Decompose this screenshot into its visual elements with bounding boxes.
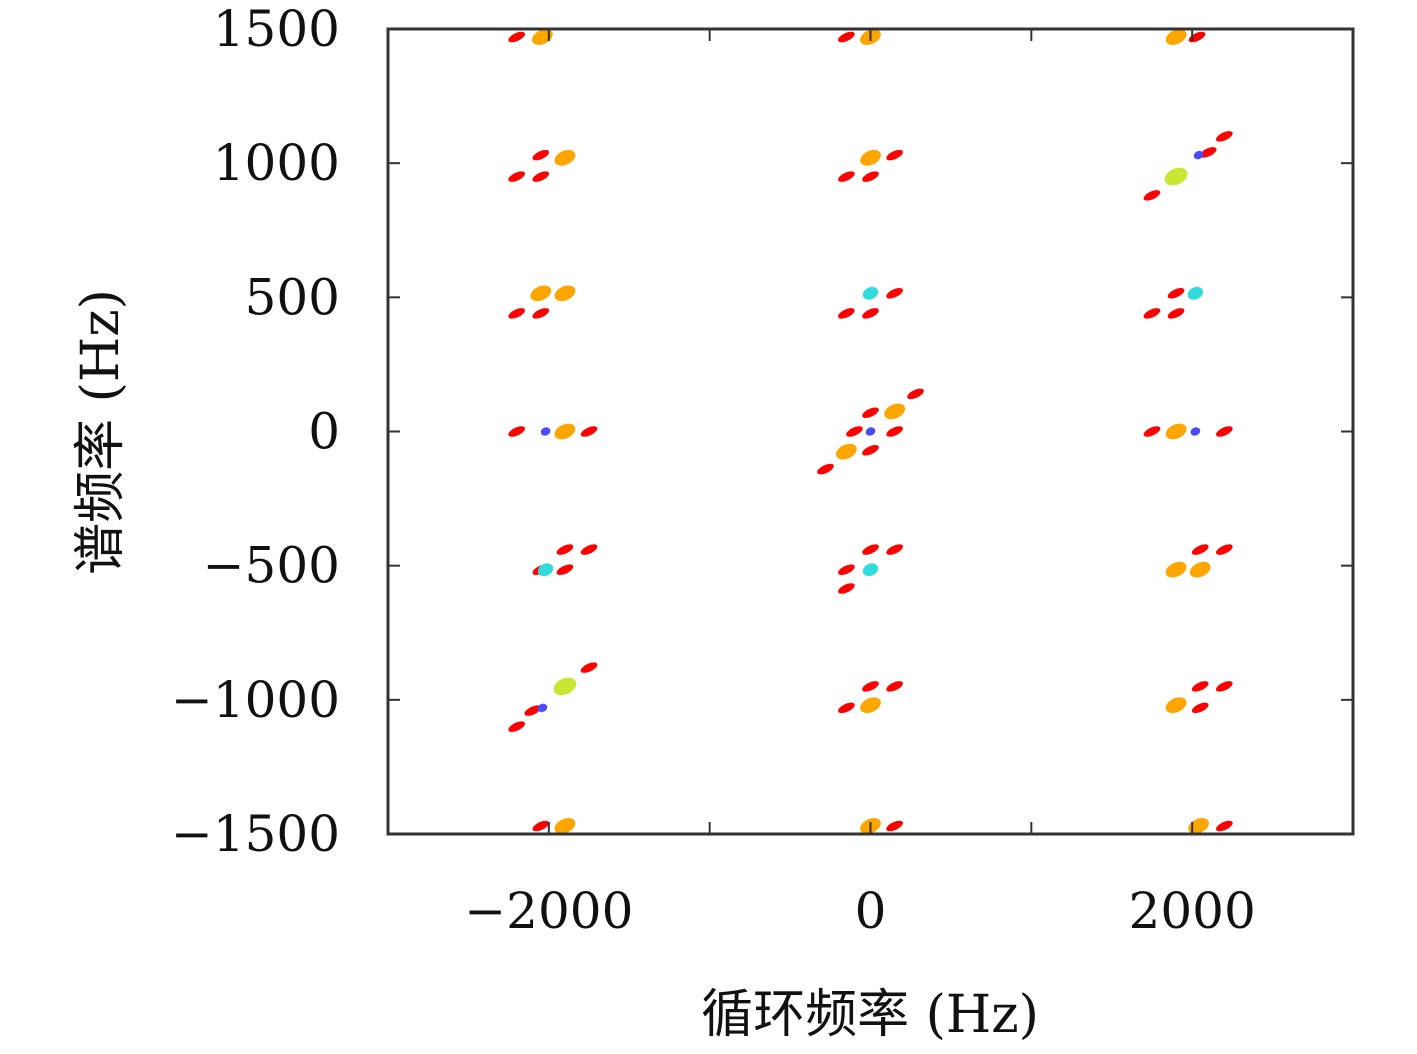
y-axis-title: 谱频率 (Hz) <box>71 289 131 575</box>
contour-point-red <box>508 721 525 732</box>
contour-point-orange <box>530 285 552 302</box>
y-tick-label: 1500 <box>213 0 340 58</box>
y-tick-label: 0 <box>308 403 340 461</box>
contour-point-red <box>862 171 879 182</box>
y-tick-label: −1500 <box>171 805 340 863</box>
contour-point-red <box>1199 147 1217 158</box>
contour-point-orange <box>1188 818 1209 834</box>
contour-point-red <box>1191 681 1209 692</box>
contour-point-red <box>886 288 903 299</box>
x-tick-label: 2000 <box>1129 882 1256 940</box>
contour-point-red <box>862 544 879 555</box>
contour-point-red <box>524 705 542 716</box>
contour-point-cyan <box>1187 286 1204 300</box>
contour-point-red <box>907 388 924 400</box>
contour-point-red <box>1191 702 1209 714</box>
contour-point-red <box>886 681 903 692</box>
contour-point-red <box>838 171 855 182</box>
contour-point-red <box>580 544 598 555</box>
y-tick-label: −500 <box>203 537 340 595</box>
contour-point-red <box>532 820 550 832</box>
contour-point-orange <box>1165 29 1187 45</box>
contour-point-orange <box>860 149 881 166</box>
contour-point-orange <box>532 29 553 45</box>
contour-point-red <box>862 681 879 692</box>
contour-point-red <box>532 308 550 319</box>
contour-point-blue <box>1193 150 1204 160</box>
contour-point-orange <box>884 403 906 420</box>
contour-point-red <box>862 445 879 456</box>
contour-point-orange <box>554 285 576 302</box>
tick-labels: −2000 0 2000 1500 1000 500 0 −500 −1000 −1500 <box>171 0 1256 940</box>
contour-point-red <box>1143 426 1161 437</box>
contour-point-red <box>817 463 834 475</box>
contour-point-red <box>1216 544 1233 555</box>
contour-point-red <box>862 308 879 319</box>
contour-point-orange <box>1165 423 1187 440</box>
y-tick-label: 1000 <box>213 134 340 192</box>
contour-point-orange <box>1165 561 1187 578</box>
contour-point-red <box>1216 820 1233 832</box>
contour-point-cyan <box>862 563 879 577</box>
contour-point-red <box>838 564 855 575</box>
contour-point-red <box>1167 288 1185 299</box>
contour-point-red <box>508 308 525 319</box>
contour-point-orange <box>835 443 857 460</box>
contour-point-red <box>886 544 903 555</box>
contour-point-red <box>532 171 550 182</box>
contour-point-yellow_green <box>553 677 577 696</box>
y-tick-label: 500 <box>245 268 340 326</box>
contour-point-red <box>1143 308 1161 319</box>
contour-point-orange <box>1165 697 1187 714</box>
contour-point-red <box>846 426 863 437</box>
contour-point-red <box>508 426 525 437</box>
contour-point-red <box>556 544 574 555</box>
contour-point-orange <box>554 149 576 166</box>
contour-point-red <box>838 702 855 714</box>
contour-point-orange <box>554 423 576 440</box>
contour-point-cyan <box>862 286 879 300</box>
x-tick-label: 0 <box>855 882 887 940</box>
contour-point-red <box>838 308 855 319</box>
contour-point-orange <box>1189 561 1211 578</box>
contour-point-red <box>580 426 598 437</box>
contour-point-red <box>886 149 903 161</box>
contour-point-red <box>580 662 598 673</box>
contour-point-red <box>532 149 550 161</box>
contour-point-red <box>1216 131 1233 142</box>
contour-point-red <box>1188 31 1206 43</box>
contour-point-red <box>508 171 525 182</box>
contour-point-red <box>838 583 855 594</box>
contour-point-red <box>886 820 903 832</box>
x-tick-label: −2000 <box>464 882 633 940</box>
contour-point-red <box>1216 426 1233 437</box>
contour-point-red <box>1143 190 1161 201</box>
contour-point-orange <box>860 697 881 714</box>
contour-point-red <box>838 31 855 43</box>
contour-point-red <box>1167 308 1185 319</box>
data-marks <box>508 29 1233 834</box>
contour-point-red <box>556 564 574 575</box>
contour-point-red <box>1216 681 1233 692</box>
contour-point-blue <box>540 427 551 436</box>
contour-point-blue <box>865 427 876 436</box>
axis-ticks <box>388 28 1353 835</box>
contour-point-blue <box>537 703 548 713</box>
contour-point-red <box>886 426 903 437</box>
contour-point-yellow_green <box>1164 167 1188 186</box>
y-tick-label: −1000 <box>171 671 340 729</box>
contour-point-red <box>508 31 525 43</box>
contour-point-red <box>1191 544 1209 555</box>
contour-point-cyan <box>537 563 554 577</box>
contour-point-orange <box>554 818 576 834</box>
contour-point-red <box>862 407 879 418</box>
contour-point-blue <box>1190 427 1201 436</box>
x-axis-title: 循环频率 (Hz) <box>701 985 1039 1045</box>
